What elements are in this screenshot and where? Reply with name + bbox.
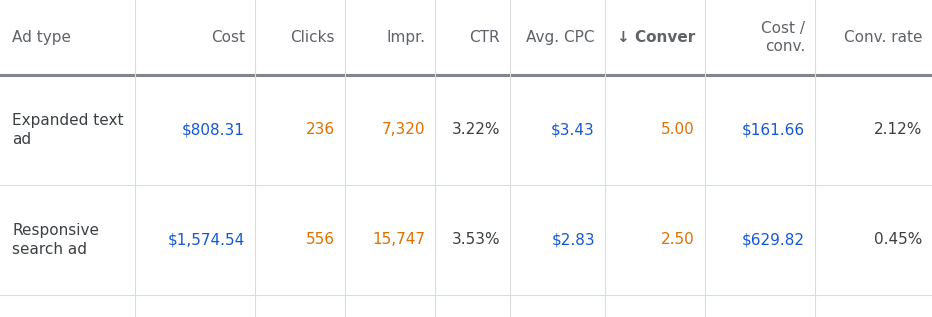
Text: $2.83: $2.83 <box>552 232 595 248</box>
Text: Cost /
conv.: Cost / conv. <box>761 21 805 54</box>
Text: 2.50: 2.50 <box>661 232 695 248</box>
Text: $808.31: $808.31 <box>182 122 245 138</box>
Text: 2.12%: 2.12% <box>873 122 922 138</box>
Text: 7,320: 7,320 <box>381 122 425 138</box>
Text: Expanded text
ad: Expanded text ad <box>12 113 124 147</box>
Text: 3.22%: 3.22% <box>451 122 500 138</box>
Text: 15,747: 15,747 <box>372 232 425 248</box>
Text: Avg. CPC: Avg. CPC <box>527 30 595 45</box>
Text: Ad type: Ad type <box>12 30 71 45</box>
Text: $161.66: $161.66 <box>742 122 805 138</box>
Text: ↓ Conver: ↓ Conver <box>617 30 695 45</box>
Text: 5.00: 5.00 <box>661 122 695 138</box>
Text: CTR: CTR <box>470 30 500 45</box>
Text: Impr.: Impr. <box>386 30 425 45</box>
Text: 3.53%: 3.53% <box>451 232 500 248</box>
Text: Clicks: Clicks <box>291 30 335 45</box>
Text: Cost: Cost <box>211 30 245 45</box>
Text: $1,574.54: $1,574.54 <box>168 232 245 248</box>
Text: $629.82: $629.82 <box>742 232 805 248</box>
Text: 0.45%: 0.45% <box>873 232 922 248</box>
Text: 236: 236 <box>306 122 335 138</box>
Text: 556: 556 <box>306 232 335 248</box>
Text: $3.43: $3.43 <box>551 122 595 138</box>
Text: Responsive
search ad: Responsive search ad <box>12 223 99 257</box>
Text: Conv. rate: Conv. rate <box>843 30 922 45</box>
